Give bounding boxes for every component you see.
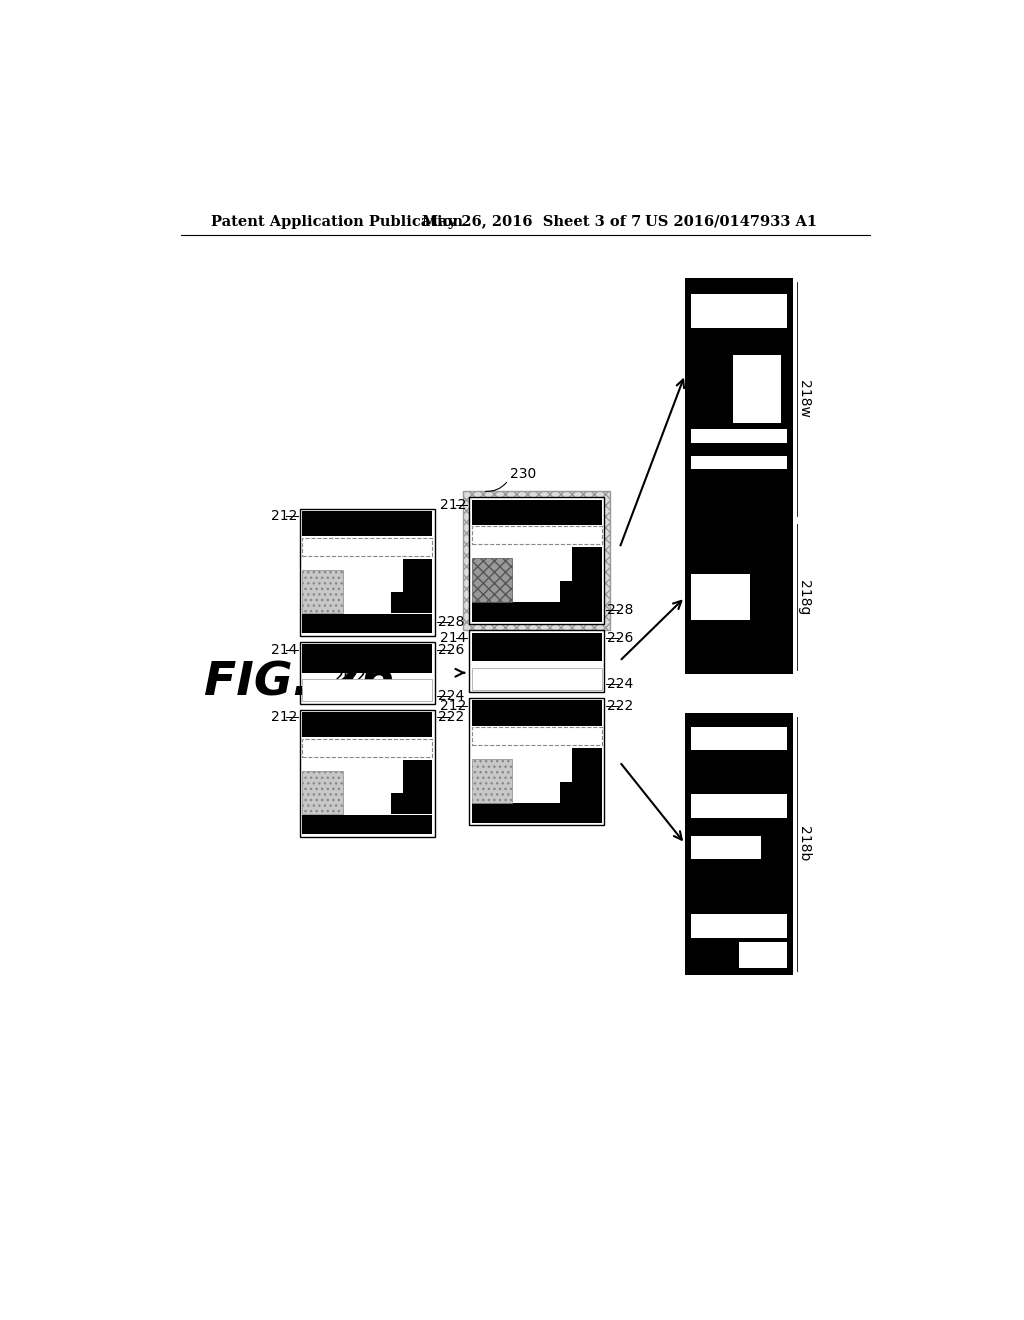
Bar bbox=[691, 455, 786, 470]
Bar bbox=[733, 355, 781, 424]
Bar bbox=[685, 277, 793, 520]
Bar bbox=[300, 710, 435, 837]
Bar bbox=[472, 668, 602, 689]
Bar bbox=[572, 748, 602, 781]
Bar bbox=[472, 527, 602, 544]
Text: 226: 226 bbox=[607, 631, 634, 645]
Bar bbox=[302, 814, 432, 834]
Bar bbox=[691, 727, 786, 750]
Bar bbox=[685, 713, 793, 974]
Bar bbox=[572, 546, 602, 581]
Bar bbox=[472, 632, 602, 661]
Bar bbox=[300, 642, 435, 704]
Bar bbox=[302, 511, 432, 536]
Bar bbox=[302, 570, 343, 614]
Bar bbox=[402, 558, 432, 593]
Text: 212: 212 bbox=[270, 510, 297, 524]
Text: Patent Application Publication: Patent Application Publication bbox=[211, 215, 464, 228]
Text: 224: 224 bbox=[438, 689, 464, 702]
Bar bbox=[302, 614, 432, 634]
Bar bbox=[560, 781, 602, 803]
Bar bbox=[691, 574, 751, 620]
Bar bbox=[691, 293, 786, 327]
Text: May 26, 2016  Sheet 3 of 7: May 26, 2016 Sheet 3 of 7 bbox=[422, 215, 641, 228]
Text: 212: 212 bbox=[270, 710, 297, 725]
Text: 214: 214 bbox=[270, 643, 297, 656]
Bar bbox=[391, 593, 432, 614]
Text: 222: 222 bbox=[438, 710, 464, 725]
Bar bbox=[691, 429, 786, 442]
Bar bbox=[472, 803, 602, 822]
Bar bbox=[469, 498, 604, 624]
Bar bbox=[302, 771, 343, 814]
Bar bbox=[472, 727, 602, 746]
Bar bbox=[302, 644, 432, 673]
Bar bbox=[691, 915, 786, 939]
Text: 202: 202 bbox=[333, 668, 368, 686]
Bar bbox=[739, 942, 787, 969]
Text: 212: 212 bbox=[440, 498, 466, 512]
Bar bbox=[469, 698, 604, 825]
Bar bbox=[691, 836, 761, 859]
Text: 228: 228 bbox=[607, 603, 634, 618]
Bar bbox=[685, 520, 793, 675]
Bar bbox=[560, 581, 602, 602]
Bar bbox=[691, 793, 786, 817]
Bar bbox=[472, 602, 602, 622]
Text: 230: 230 bbox=[510, 467, 536, 480]
Bar bbox=[302, 739, 432, 756]
Text: FIG. 2b: FIG. 2b bbox=[204, 660, 393, 705]
Bar bbox=[391, 793, 432, 814]
Text: 224: 224 bbox=[607, 677, 634, 692]
Bar bbox=[302, 678, 432, 701]
Bar bbox=[469, 631, 604, 692]
Bar bbox=[469, 498, 604, 624]
Text: 212: 212 bbox=[440, 698, 466, 713]
Bar bbox=[463, 491, 610, 631]
Text: 226: 226 bbox=[438, 643, 464, 656]
Bar bbox=[302, 711, 432, 738]
Text: US 2016/0147933 A1: US 2016/0147933 A1 bbox=[645, 215, 817, 228]
Text: 218g: 218g bbox=[798, 579, 811, 615]
Text: 218b: 218b bbox=[798, 826, 811, 862]
Text: 228: 228 bbox=[438, 615, 464, 628]
Bar bbox=[302, 539, 432, 556]
Text: 214: 214 bbox=[440, 631, 466, 645]
Bar bbox=[472, 499, 602, 525]
Text: 218w: 218w bbox=[798, 380, 811, 418]
Text: 222: 222 bbox=[607, 698, 634, 713]
Bar bbox=[402, 759, 432, 793]
Bar bbox=[472, 759, 512, 803]
Bar bbox=[472, 558, 512, 602]
Bar bbox=[472, 701, 602, 726]
Bar bbox=[300, 508, 435, 636]
